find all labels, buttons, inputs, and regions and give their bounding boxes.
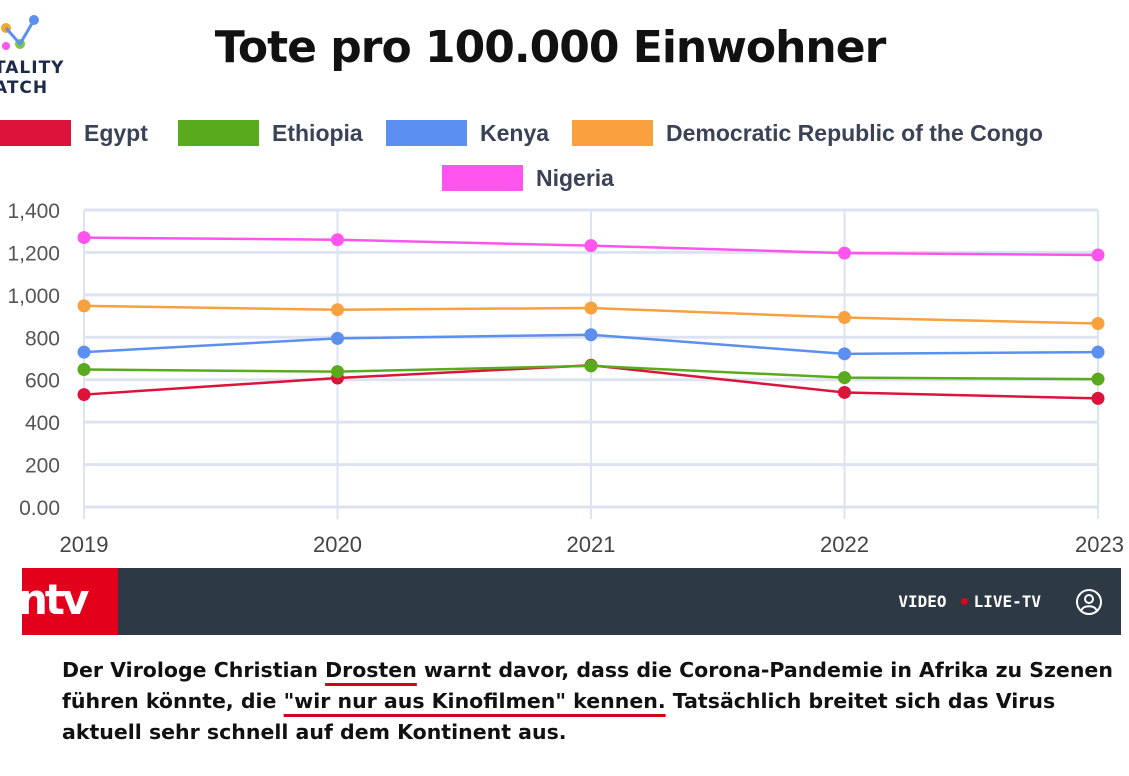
- live-dot-icon: [960, 598, 968, 605]
- legend-label-0: Egypt: [84, 120, 148, 146]
- nav-live-tv-label: LIVE-TV: [973, 592, 1041, 611]
- line-chart: Egypt Ethiopia Kenya Democratic Republic of…: [0, 120, 1124, 557]
- data-point-3-3: [838, 311, 851, 325]
- data-point-1-3: [838, 371, 851, 385]
- data-point-1-0: [77, 363, 91, 377]
- logo-text-line1: TALITY: [0, 58, 65, 78]
- ntv-logo[interactable]: ntv: [22, 568, 118, 635]
- y-tick-label-7: 1,400: [7, 200, 60, 223]
- x-tick-label-1: 2020: [313, 532, 362, 557]
- data-point-4-2: [584, 239, 598, 253]
- legend-label-2: Kenya: [480, 120, 549, 146]
- legend-swatch-3: [572, 120, 653, 146]
- legend-swatch-1: [178, 120, 259, 146]
- data-point-2-0: [77, 345, 91, 359]
- article-text-part2: warnt davor, dass die Corona-Pandemie in…: [62, 658, 1113, 713]
- y-tick-label-5: 1,000: [7, 285, 60, 308]
- data-point-2-2: [584, 328, 598, 342]
- legend-swatch-2: [386, 120, 467, 146]
- data-point-2-1: [331, 331, 344, 345]
- data-point-3-0: [77, 299, 91, 313]
- nav-video-link[interactable]: VIDEO: [898, 592, 947, 611]
- data-point-4-3: [838, 246, 851, 260]
- y-tick-label-0: 0.00: [19, 497, 60, 520]
- data-point-2-3: [838, 347, 851, 361]
- ntv-header-bar: ntv VIDEO LIVE-TV: [22, 568, 1121, 635]
- data-point-0-3: [838, 385, 851, 399]
- y-tick-label-6: 1,200: [7, 242, 60, 265]
- data-point-3-1: [331, 303, 344, 317]
- article-text: Der Virologe Christian Drosten warnt dav…: [62, 655, 1122, 748]
- data-point-3-4: [1091, 316, 1105, 330]
- y-tick-label-4: 800: [25, 327, 60, 350]
- article-text-part1: Der Virologe Christian: [62, 658, 326, 682]
- x-tick-label-0: 2019: [60, 532, 109, 557]
- mortality-watch-logo: TALITY ATCH: [0, 10, 80, 100]
- article-underlined-drosten: Drosten: [325, 658, 417, 682]
- x-tick-label-3: 2022: [820, 532, 869, 557]
- data-point-1-2: [584, 359, 598, 373]
- article-underlined-quote: "wir nur aus Kinofilmen" kennen.: [283, 689, 666, 713]
- nav-live-tv-link[interactable]: LIVE-TV: [960, 592, 1041, 611]
- data-point-2-4: [1091, 345, 1105, 359]
- chart-title: Tote pro 100.000 Einwohner: [214, 22, 887, 73]
- y-tick-label-3: 600: [25, 370, 60, 393]
- user-account-icon[interactable]: [1075, 588, 1103, 616]
- x-tick-label-2: 2021: [567, 532, 616, 557]
- data-point-1-1: [331, 365, 344, 379]
- x-tick-label-4: 2023: [1075, 532, 1124, 557]
- y-tick-label-1: 200: [25, 455, 60, 478]
- y-tick-label-2: 400: [25, 412, 60, 435]
- data-point-1-4: [1091, 372, 1105, 386]
- data-point-0-0: [77, 388, 91, 402]
- data-point-4-0: [77, 231, 91, 245]
- data-point-3-2: [584, 301, 598, 315]
- article-text-part3: Tatsächlich breitet sich das Virus aktue…: [62, 689, 1056, 744]
- legend-label-4: Nigeria: [536, 165, 614, 191]
- legend-label-3: Democratic Republic of the Congo: [666, 120, 1043, 146]
- logo-text-line2: ATCH: [0, 78, 49, 98]
- data-point-0-4: [1091, 391, 1105, 405]
- legend-swatch-4: [442, 165, 523, 191]
- ntv-nav: VIDEO LIVE-TV: [898, 568, 1103, 635]
- legend-label-1: Ethiopia: [272, 120, 363, 146]
- legend-swatch-0: [0, 120, 71, 146]
- data-point-4-4: [1091, 248, 1105, 262]
- logo-graphic-icon: [1, 15, 39, 50]
- data-point-4-1: [331, 233, 344, 247]
